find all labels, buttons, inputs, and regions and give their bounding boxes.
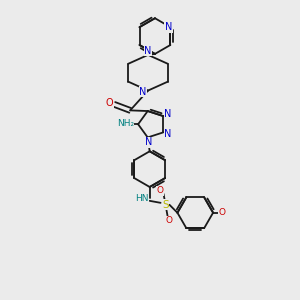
Text: N: N xyxy=(164,129,172,140)
Text: N: N xyxy=(145,137,152,147)
Text: N: N xyxy=(165,22,172,32)
Text: O: O xyxy=(166,216,173,225)
Text: O: O xyxy=(218,208,226,217)
Text: N: N xyxy=(164,109,172,119)
Text: N: N xyxy=(144,46,152,56)
Text: N: N xyxy=(140,86,147,97)
Text: O: O xyxy=(156,186,163,195)
Text: S: S xyxy=(162,200,169,210)
Text: O: O xyxy=(106,98,113,108)
Text: NH₂: NH₂ xyxy=(117,119,134,128)
Text: HN: HN xyxy=(135,194,148,203)
